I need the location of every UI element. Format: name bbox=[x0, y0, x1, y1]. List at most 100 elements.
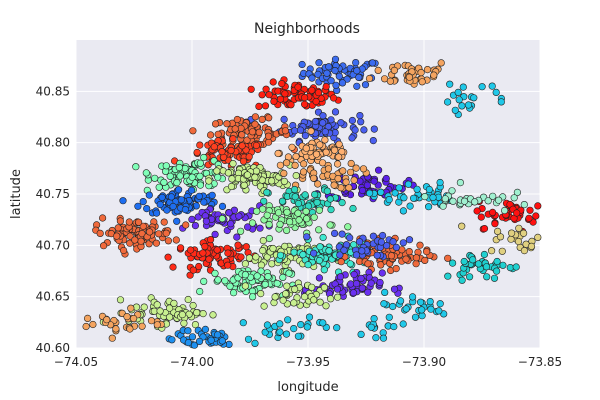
data-point bbox=[363, 181, 372, 189]
data-point bbox=[312, 150, 321, 158]
data-point bbox=[294, 199, 303, 208]
data-point bbox=[349, 289, 358, 297]
data-point bbox=[244, 335, 253, 343]
data-point bbox=[520, 201, 528, 209]
data-point bbox=[448, 187, 456, 195]
data-point bbox=[143, 205, 151, 213]
data-point bbox=[369, 137, 377, 145]
data-point bbox=[263, 211, 271, 219]
data-point bbox=[227, 220, 235, 228]
data-point bbox=[446, 80, 454, 88]
data-point bbox=[114, 224, 122, 232]
data-point bbox=[482, 263, 491, 271]
data-point bbox=[308, 283, 316, 291]
data-point bbox=[283, 226, 291, 234]
data-point bbox=[226, 282, 234, 290]
data-point bbox=[262, 85, 270, 93]
data-point bbox=[168, 336, 176, 344]
data-point bbox=[155, 230, 163, 238]
data-point bbox=[260, 197, 268, 205]
x-axis-label: longitude bbox=[277, 380, 338, 395]
data-point bbox=[348, 134, 356, 142]
data-point bbox=[282, 290, 290, 298]
data-point bbox=[464, 101, 473, 109]
data-point bbox=[196, 172, 204, 180]
data-point bbox=[177, 196, 185, 204]
data-point bbox=[356, 111, 364, 120]
data-point bbox=[283, 159, 291, 167]
data-point bbox=[175, 163, 183, 172]
data-point bbox=[281, 90, 289, 98]
data-point bbox=[429, 193, 437, 202]
data-point bbox=[116, 217, 124, 225]
data-point bbox=[427, 305, 435, 313]
data-point bbox=[234, 241, 242, 249]
data-point bbox=[444, 272, 452, 280]
data-point bbox=[441, 195, 449, 203]
data-point bbox=[314, 70, 322, 78]
data-point bbox=[240, 181, 248, 189]
y-tick-label: 40.85 bbox=[36, 84, 70, 98]
data-point bbox=[406, 202, 414, 210]
data-point bbox=[514, 237, 523, 246]
data-point bbox=[405, 73, 414, 81]
data-point bbox=[421, 193, 429, 201]
data-point bbox=[352, 164, 360, 172]
data-point bbox=[253, 207, 261, 215]
data-point bbox=[214, 331, 222, 339]
data-point bbox=[303, 215, 311, 223]
data-point bbox=[303, 233, 311, 241]
data-point bbox=[399, 207, 408, 215]
data-point bbox=[342, 178, 350, 186]
data-point bbox=[239, 157, 248, 165]
data-point bbox=[312, 97, 320, 106]
data-point bbox=[357, 118, 365, 126]
data-point bbox=[293, 294, 301, 302]
data-point bbox=[139, 222, 147, 230]
data-point bbox=[340, 246, 348, 254]
data-point bbox=[269, 78, 277, 86]
data-point bbox=[334, 293, 342, 301]
data-point bbox=[173, 217, 181, 225]
data-point bbox=[284, 316, 292, 324]
data-point bbox=[418, 306, 426, 314]
data-point bbox=[224, 169, 232, 177]
data-point bbox=[164, 237, 172, 245]
data-point bbox=[382, 174, 390, 183]
data-point bbox=[248, 128, 257, 136]
data-point bbox=[492, 88, 500, 96]
data-point bbox=[280, 177, 289, 185]
data-point bbox=[261, 280, 269, 289]
data-point bbox=[252, 253, 260, 261]
data-point bbox=[218, 148, 226, 156]
data-point bbox=[417, 68, 425, 77]
data-point bbox=[227, 146, 235, 155]
data-point bbox=[355, 73, 363, 81]
data-point bbox=[473, 207, 481, 215]
data-point bbox=[425, 203, 433, 211]
data-point bbox=[231, 125, 239, 133]
data-point bbox=[153, 321, 161, 329]
data-point bbox=[138, 322, 146, 330]
data-point bbox=[348, 116, 357, 125]
data-point bbox=[469, 256, 477, 264]
data-point bbox=[435, 307, 443, 315]
data-point bbox=[193, 148, 201, 157]
data-point bbox=[319, 119, 327, 127]
data-point bbox=[352, 280, 361, 288]
data-point bbox=[301, 191, 309, 199]
data-point bbox=[298, 60, 306, 69]
data-point bbox=[189, 301, 197, 310]
data-point bbox=[332, 81, 340, 89]
data-point bbox=[214, 173, 222, 181]
data-point bbox=[294, 83, 302, 91]
data-point bbox=[301, 100, 309, 108]
data-point bbox=[451, 106, 459, 114]
x-tick-label: −74.00 bbox=[170, 355, 214, 369]
data-point bbox=[497, 98, 505, 106]
data-point bbox=[337, 119, 345, 127]
data-point bbox=[417, 298, 425, 306]
data-point bbox=[99, 242, 108, 250]
data-point bbox=[315, 59, 323, 67]
data-point bbox=[227, 182, 236, 191]
